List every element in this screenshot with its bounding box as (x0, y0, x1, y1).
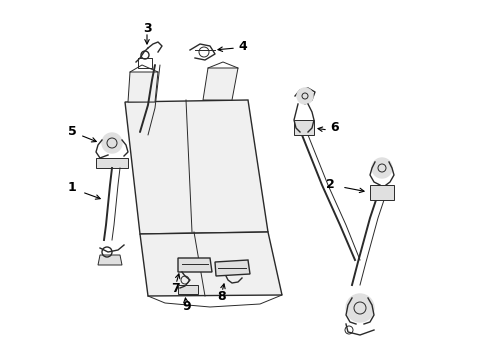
Polygon shape (98, 255, 122, 265)
Text: 6: 6 (329, 121, 338, 135)
Polygon shape (293, 120, 313, 135)
Text: 1: 1 (67, 181, 76, 194)
Text: 7: 7 (170, 282, 179, 294)
Polygon shape (203, 68, 238, 100)
Polygon shape (140, 232, 282, 296)
Polygon shape (125, 100, 267, 234)
Text: 3: 3 (142, 22, 151, 35)
Polygon shape (178, 258, 212, 272)
Circle shape (296, 88, 312, 104)
Text: 2: 2 (325, 179, 334, 192)
Text: 5: 5 (67, 126, 76, 139)
Text: 4: 4 (238, 40, 246, 53)
Circle shape (346, 294, 373, 322)
Polygon shape (215, 260, 249, 276)
Polygon shape (369, 185, 393, 200)
Polygon shape (96, 158, 128, 168)
Polygon shape (128, 72, 158, 102)
Circle shape (371, 158, 391, 178)
Text: 9: 9 (183, 301, 191, 314)
Circle shape (102, 133, 122, 153)
Polygon shape (178, 285, 198, 294)
Text: 8: 8 (217, 289, 226, 302)
